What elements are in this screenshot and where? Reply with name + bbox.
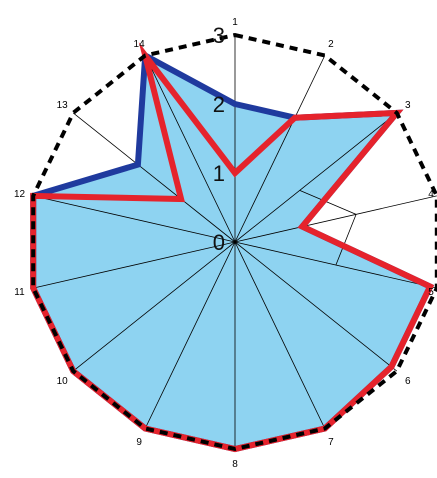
spoke-14 — [144, 55, 236, 243]
category-label-14: 14 — [134, 39, 146, 50]
category-label-6: 6 — [405, 376, 411, 387]
spoke-11 — [33, 241, 236, 289]
category-label-9: 9 — [136, 437, 142, 448]
category-label-11: 11 — [14, 287, 25, 298]
spoke-2 — [234, 55, 326, 243]
category-label-12: 12 — [14, 189, 26, 200]
category-label-13: 13 — [57, 100, 69, 111]
radial-tick-labels: 0 1 2 3 — [213, 23, 225, 255]
spoke-4 — [234, 195, 437, 243]
spoke-10 — [72, 241, 236, 372]
tick-label-3: 3 — [213, 23, 225, 48]
radar-spokes — [33, 35, 437, 449]
spoke-12 — [33, 195, 236, 243]
category-label-2: 2 — [328, 39, 334, 50]
category-label-7: 7 — [328, 437, 334, 448]
radar-area-fill — [33, 55, 431, 449]
category-label-5: 5 — [428, 287, 434, 298]
tick-label-0: 0 — [213, 230, 225, 255]
category-label-10: 10 — [57, 376, 69, 387]
category-label-1: 1 — [232, 17, 238, 28]
spoke-9 — [144, 241, 236, 429]
spoke-7 — [234, 241, 326, 429]
tick-label-2: 2 — [213, 92, 225, 117]
category-label-8: 8 — [232, 459, 238, 470]
spoke-5 — [234, 241, 437, 289]
category-label-4: 4 — [428, 189, 434, 200]
spoke-6 — [234, 241, 398, 372]
outer-ring-dashed — [31, 32, 437, 452]
spoke-13 — [72, 112, 236, 243]
category-label-3: 3 — [405, 100, 411, 111]
tick-label-1: 1 — [213, 161, 225, 186]
spoke-3 — [234, 112, 398, 243]
